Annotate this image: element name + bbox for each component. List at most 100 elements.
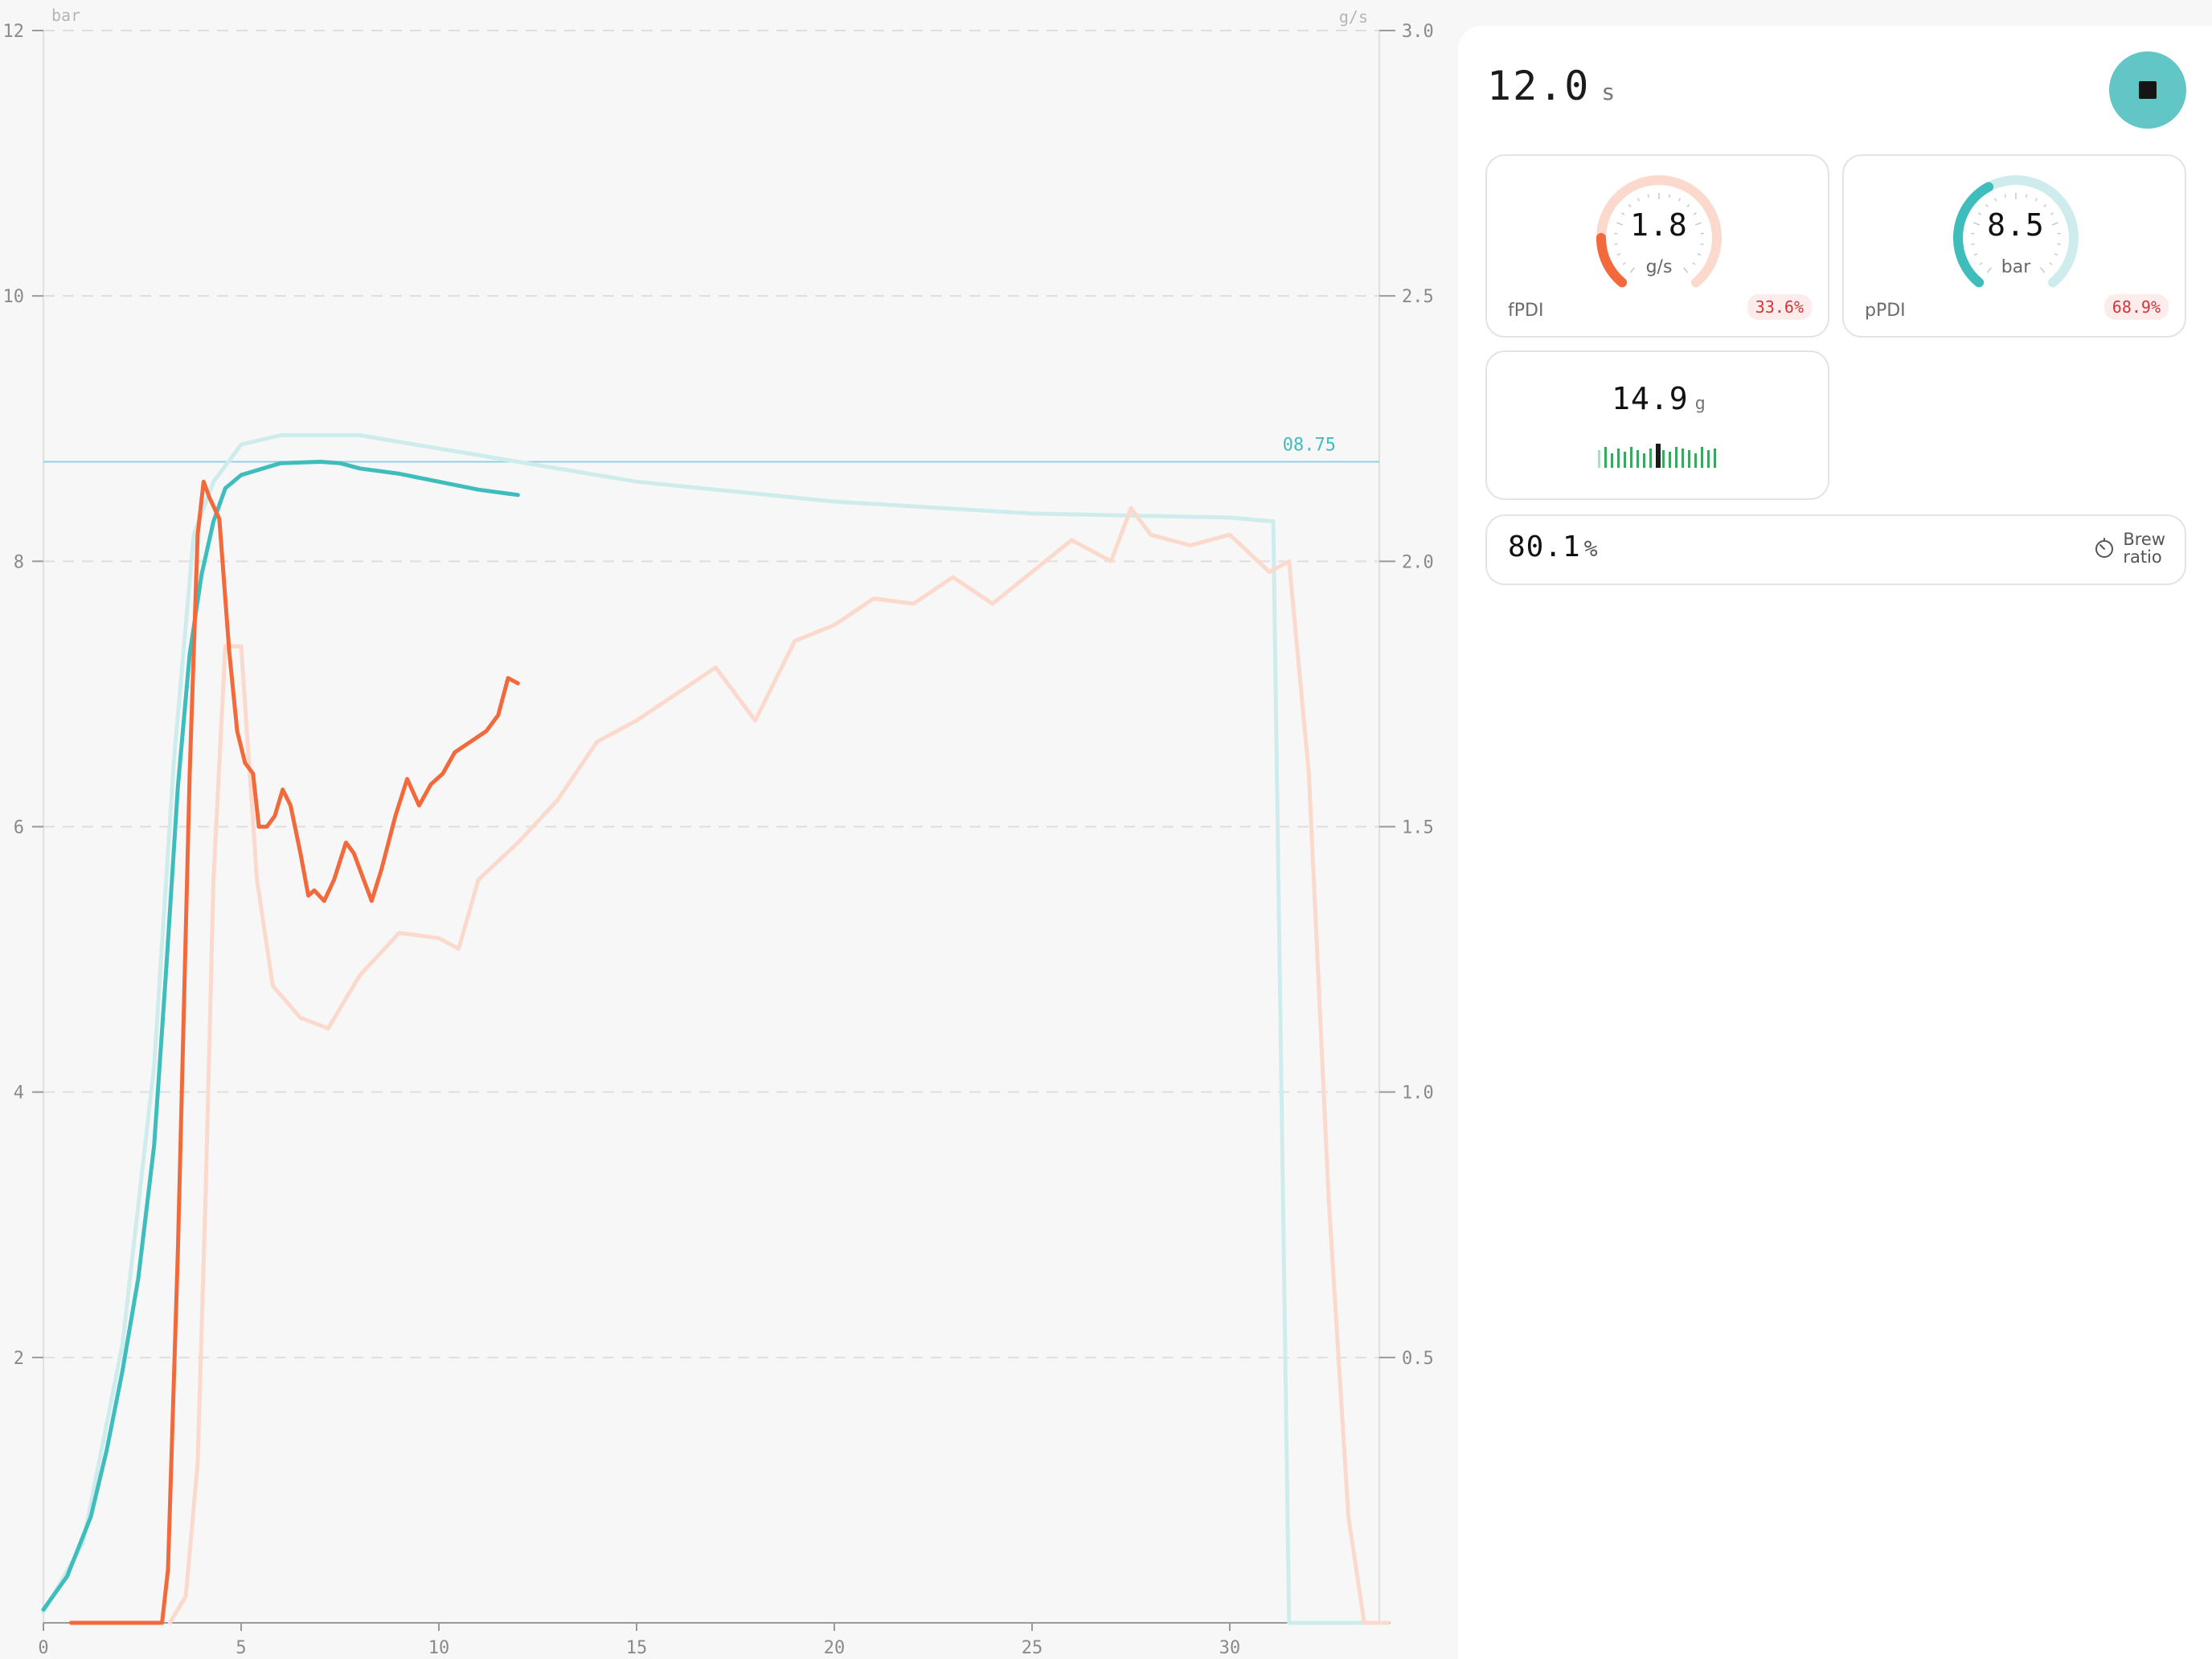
gauge-tick <box>1616 253 1621 256</box>
brew-ratio-label-line1: Brew <box>2123 530 2165 549</box>
pressure-live-line <box>41 460 520 1612</box>
gauge-tick <box>1668 194 1671 198</box>
timer-unit: s <box>1601 79 1617 105</box>
weight-bar <box>1636 450 1639 468</box>
gauge-tick <box>1628 203 1632 207</box>
weight-bar <box>1662 450 1665 468</box>
right-tick-label: 1.0 <box>1402 1083 1434 1104</box>
left-tick-label: 12 <box>3 22 25 42</box>
gauge-tick <box>1622 262 1626 265</box>
x-tick-label: 25 <box>1022 1638 1043 1658</box>
shot-timer: 12.0 s <box>1487 63 1616 109</box>
gauge-tick <box>1973 253 1978 256</box>
gauge-tick <box>2040 267 2046 273</box>
weight-bar <box>1675 447 1677 468</box>
gauge-tick <box>1986 267 1992 273</box>
x-tick-label: 5 <box>236 1638 246 1658</box>
gauge-fill <box>1953 182 1994 288</box>
pressure-badge: 68.9% <box>2103 294 2169 320</box>
weight-unit: g <box>1694 394 1706 414</box>
right-tick-label: 1.5 <box>1402 818 1434 838</box>
right-tick-label: 2.0 <box>1402 552 1434 572</box>
weight-bar <box>1707 450 1710 468</box>
weight-bar <box>1694 453 1697 468</box>
pressure-card[interactable]: 8.5 bar pPDI 68.9% <box>1842 154 2186 338</box>
gauge-tick <box>1616 222 1624 226</box>
gauge-fill <box>1596 232 1628 288</box>
weight-value: 14.9 <box>1612 381 1689 416</box>
weight-card[interactable]: 14.9 g <box>1485 350 1829 500</box>
stop-button[interactable] <box>2109 51 2186 129</box>
x-tick-label: 10 <box>428 1638 450 1658</box>
pressure-reference-line <box>41 433 1391 1625</box>
weight-sparkline <box>1598 444 1716 468</box>
flow-card[interactable]: 1.8 g/s fPDI 33.6% <box>1485 154 1829 338</box>
pressure-value: 8.5 <box>1987 207 2045 243</box>
x-tick-label: 0 <box>38 1638 48 1658</box>
gauge-tick <box>1694 222 1702 226</box>
target-pressure-label: 08.75 <box>1283 436 1336 456</box>
gauge-tick <box>1636 198 1641 202</box>
gauge-icon <box>2095 538 2114 558</box>
gauge-tick <box>1693 212 1697 215</box>
ratio-value: 80.1 <box>1508 530 1581 563</box>
gauge-tick <box>2051 222 2058 226</box>
left-tick-label: 4 <box>14 1083 24 1104</box>
flow-live-line <box>68 479 520 1625</box>
right-tick-label: 2.5 <box>1402 287 1434 307</box>
left-tick-label: 6 <box>14 818 24 838</box>
x-tick-label: 15 <box>626 1638 648 1658</box>
side-panel: 12.0 s 1.8 g/s fPDI 33.6% 8.5 bar pPDI 68… <box>1458 26 2212 1659</box>
x-tick-label: 30 <box>1219 1638 1241 1658</box>
pressure-card-label: pPDI <box>1865 301 1906 321</box>
flow-card-label: fPDI <box>1508 301 1544 321</box>
gauge-tick <box>1697 253 1702 256</box>
brew-ratio-label-line2: ratio <box>2123 547 2162 567</box>
weight-bar <box>1682 449 1684 468</box>
x-tick-label: 20 <box>824 1638 846 1658</box>
gauge-tick <box>2054 253 2058 256</box>
gauge-tick <box>2025 194 2028 198</box>
ratio-readout: 80.1% <box>1508 530 1599 563</box>
weight-bar <box>1630 447 1632 468</box>
left-tick-label: 2 <box>14 1349 24 1369</box>
weight-bar <box>1669 452 1671 468</box>
weight-bar <box>1701 447 1703 468</box>
stop-icon <box>2139 81 2157 99</box>
gauge-tick <box>2043 203 2047 207</box>
gauge-tick <box>1979 262 1983 265</box>
gauge-tick <box>2050 212 2054 215</box>
gauge-tick <box>1985 203 1989 207</box>
gauge-tick <box>2049 262 2053 265</box>
gauge-tick <box>1993 198 1997 202</box>
gauge-tick <box>1677 198 1682 202</box>
weight-bar <box>1688 450 1690 468</box>
gauge-tick <box>1973 222 1981 226</box>
weight-bar <box>1656 444 1661 468</box>
ratio-unit: % <box>1583 535 1599 562</box>
flow-unit: g/s <box>1645 257 1673 277</box>
gauge-tick <box>2034 198 2038 202</box>
gauge-tick <box>1683 267 1689 273</box>
gauge-tick <box>1686 203 1690 207</box>
left-tick-label: 8 <box>14 552 24 572</box>
right-tick-label: 0.5 <box>1402 1349 1434 1369</box>
shot-chart: 12 10 8 6 4 2 3.0 2.5 2.0 1.5 1.0 0.5 0 5 10 15 20 25 30 ba… <box>3 6 1434 1658</box>
flow-reference-line <box>167 506 1391 1625</box>
ratio-card[interactable]: 80.1% Brew ratio <box>1485 514 2186 585</box>
right-axis-unit: g/s <box>1339 7 1368 27</box>
weight-bar <box>1649 449 1652 468</box>
right-tick-label: 3.0 <box>1402 22 1434 42</box>
pressure-gauge <box>1953 175 2079 288</box>
gauge-tick <box>1629 267 1635 273</box>
weight-bar <box>1643 453 1645 468</box>
gauge-tick <box>1621 212 1625 215</box>
weight-bar <box>1714 449 1716 468</box>
gauge-tick <box>1978 212 1982 215</box>
weight-bar <box>1611 453 1613 468</box>
shot-chart-svg: 12 10 8 6 4 2 3.0 2.5 2.0 1.5 1.0 0.5 0 5 10 15 20 25 30 ba… <box>3 6 1434 1658</box>
brew-ratio-toggle[interactable]: Brew ratio <box>2092 530 2165 566</box>
weight-bar <box>1617 449 1620 468</box>
weight-readout: 14.9 g <box>1487 381 1831 416</box>
flow-gauge <box>1596 175 1722 288</box>
